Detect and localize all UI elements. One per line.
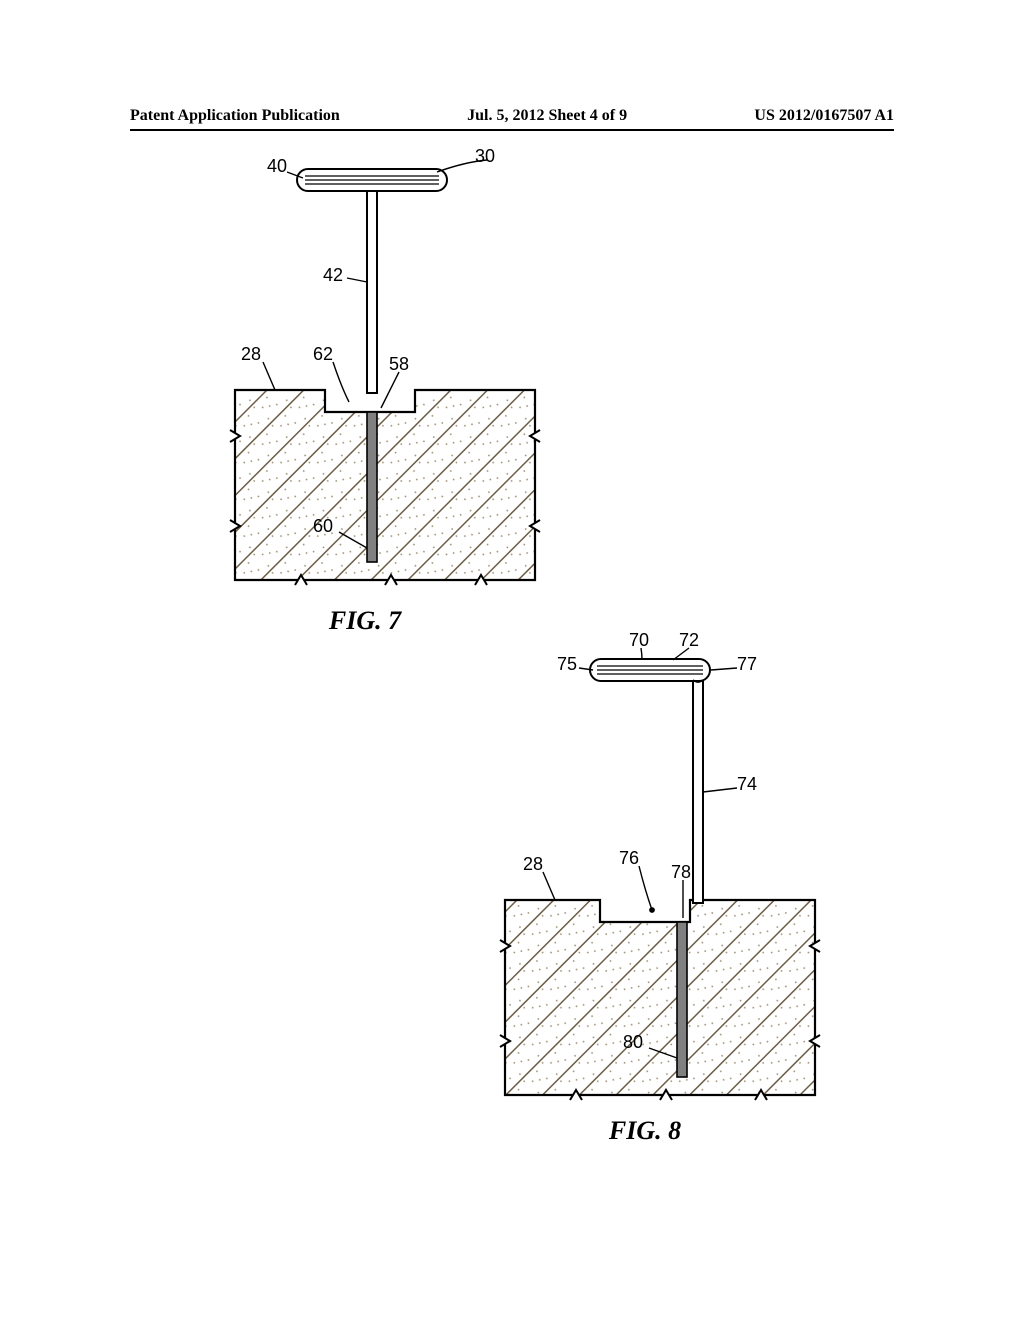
figure-8-svg [445,640,845,1110]
ref-62: 62 [313,344,333,365]
ref-60: 60 [313,516,333,537]
ref-40: 40 [267,156,287,177]
ref-58: 58 [389,354,409,375]
ref-30: 30 [475,146,495,167]
ref-76: 76 [619,848,639,869]
ref-72: 72 [679,630,699,651]
header-right: US 2012/0167507 A1 [754,107,894,125]
ref-28b: 28 [523,854,543,875]
ref-75: 75 [557,654,577,675]
ref-78: 78 [671,862,691,883]
ref-74: 74 [737,774,757,795]
figure-7-svg [175,150,555,600]
ref-77: 77 [737,654,757,675]
header-center: Jul. 5, 2012 Sheet 4 of 9 [467,107,627,125]
ref-80: 80 [623,1032,643,1053]
figure-7-caption: FIG. 7 [175,606,555,636]
ref-70: 70 [629,630,649,651]
ref-42: 42 [323,265,343,286]
ref-28: 28 [241,344,261,365]
figure-8: 70 72 75 77 74 28 76 78 80 FIG. 8 [445,640,845,1146]
header-left: Patent Application Publication [130,107,340,125]
figure-7: 30 40 42 28 62 58 60 FIG. 7 [175,150,555,636]
page-header: Patent Application Publication Jul. 5, 2… [130,103,894,131]
page: Patent Application Publication Jul. 5, 2… [0,0,1024,1320]
figure-8-caption: FIG. 8 [445,1116,845,1146]
